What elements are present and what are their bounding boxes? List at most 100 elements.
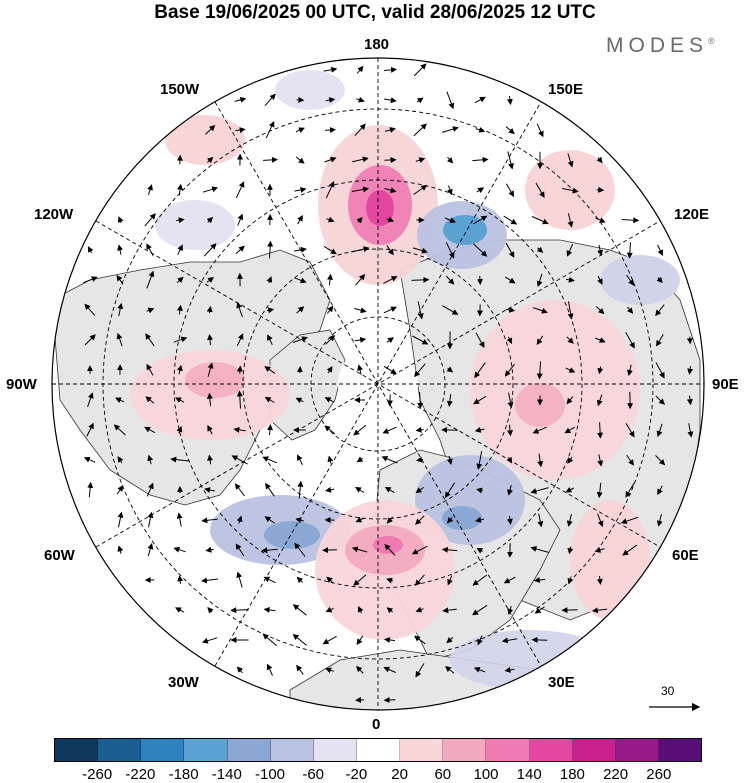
colorbar-swatch: [141, 739, 185, 761]
wind-vector: [597, 366, 604, 375]
wind-vector: [562, 187, 579, 194]
wind-vector: [264, 93, 276, 107]
wind-vector: [295, 156, 305, 164]
wind-vector: [176, 364, 183, 375]
longitude-label-30e: 30E: [548, 674, 575, 691]
wind-vector: [383, 276, 398, 284]
wind-vector: [115, 397, 125, 403]
wind-vector: [235, 181, 245, 199]
wind-vector: [113, 424, 126, 436]
wind-vector: [294, 542, 306, 557]
wind-vector: [507, 605, 514, 615]
wind-vector: [84, 334, 96, 346]
wind-vector: [414, 574, 425, 586]
wind-vector: [202, 186, 219, 193]
wind-vector: [207, 334, 213, 346]
wind-vector: [444, 482, 455, 499]
wind-vector: [383, 666, 396, 673]
wind-vector: [356, 456, 364, 463]
wind-vector: [323, 245, 337, 255]
wind-vector: [263, 606, 276, 613]
wind-vector: [117, 216, 124, 224]
wind-vector: [655, 362, 665, 379]
wind-vector: [325, 486, 335, 493]
colorbar-tick-label: -20: [345, 766, 368, 783]
longitude-label-60e: 60E: [672, 547, 699, 564]
wind-vector: [384, 486, 395, 494]
wind-vector: [505, 242, 515, 258]
wind-vector: [416, 456, 424, 463]
wind-vector: [413, 184, 428, 195]
wind-vector: [473, 666, 486, 673]
wind-vector: [472, 574, 488, 586]
landmass-greenland: [269, 329, 346, 441]
wind-vector: [296, 576, 304, 584]
wind-vector: [296, 96, 305, 103]
wind-vector: [116, 274, 124, 285]
wind-vector: [657, 244, 663, 257]
wind-vector: [625, 332, 635, 349]
wind-vector: [442, 305, 459, 315]
wind-vector: [327, 273, 334, 286]
wind-vector: [532, 426, 547, 434]
wind-vector: [596, 156, 603, 164]
wind-vector: [176, 217, 185, 224]
wind-vector: [472, 156, 489, 163]
positive-anomaly-peak: [366, 190, 394, 226]
wind-vector: [561, 607, 578, 614]
wind-vector: [567, 153, 574, 168]
colorbar-swatch: [98, 739, 142, 761]
wind-vector: [116, 485, 124, 495]
wind-vector: [505, 183, 515, 198]
wind-vector: [295, 517, 304, 524]
wind-vector: [177, 183, 184, 196]
wind-vector: [147, 184, 153, 196]
wind-vector: [415, 515, 425, 525]
wind-vector: [597, 275, 603, 285]
wind-vector: [384, 637, 396, 643]
wind-vector: [351, 546, 368, 553]
wind-vector: [176, 304, 183, 315]
wind-vector: [201, 637, 218, 644]
wind-vector: [206, 392, 213, 407]
negative-anomaly-mediterranean: [450, 630, 610, 690]
wind-vector: [383, 306, 398, 314]
wind-vector: [656, 514, 663, 527]
wind-vector: [473, 395, 487, 405]
colorbar-tick-label: -260: [82, 766, 113, 783]
colorbar-tick-label: 180: [559, 766, 585, 783]
wind-vector: [591, 607, 608, 614]
wind-vector: [536, 246, 544, 253]
wind-vector: [384, 187, 397, 194]
colorbar-tick-label: -180: [168, 766, 199, 783]
wind-vector: [445, 242, 455, 259]
wind-vector: [86, 422, 94, 437]
wind-vector: [266, 276, 273, 284]
wind-vector: [266, 663, 273, 676]
wind-vector: [532, 307, 548, 314]
wind-vector: [267, 424, 273, 435]
longitude-label-150e: 150E: [548, 81, 584, 98]
wind-vector: [565, 486, 574, 493]
longitude-label-180: 180: [364, 36, 390, 53]
wind-vector: [324, 397, 335, 403]
wind-vector: [537, 513, 544, 528]
wind-vector: [382, 426, 397, 434]
wind-vector: [475, 516, 485, 523]
wind-vector: [415, 426, 424, 433]
wind-vector: [597, 244, 604, 257]
wind-vector: [173, 546, 186, 553]
wind-vector: [531, 636, 548, 643]
wind-vector: [531, 216, 549, 225]
wind-vector: [230, 607, 249, 614]
longitude-label-90w: 90W: [6, 376, 37, 393]
wind-vector: [506, 516, 513, 525]
colorbar-swatch: [55, 739, 99, 761]
wind-vector: [355, 696, 365, 703]
colorbar-swatch: [356, 739, 401, 761]
wind-vector: [503, 215, 518, 225]
wind-vector: [203, 243, 217, 257]
wind-vector: [386, 216, 395, 223]
wind-vector: [415, 606, 424, 613]
wind-vector: [87, 392, 94, 407]
